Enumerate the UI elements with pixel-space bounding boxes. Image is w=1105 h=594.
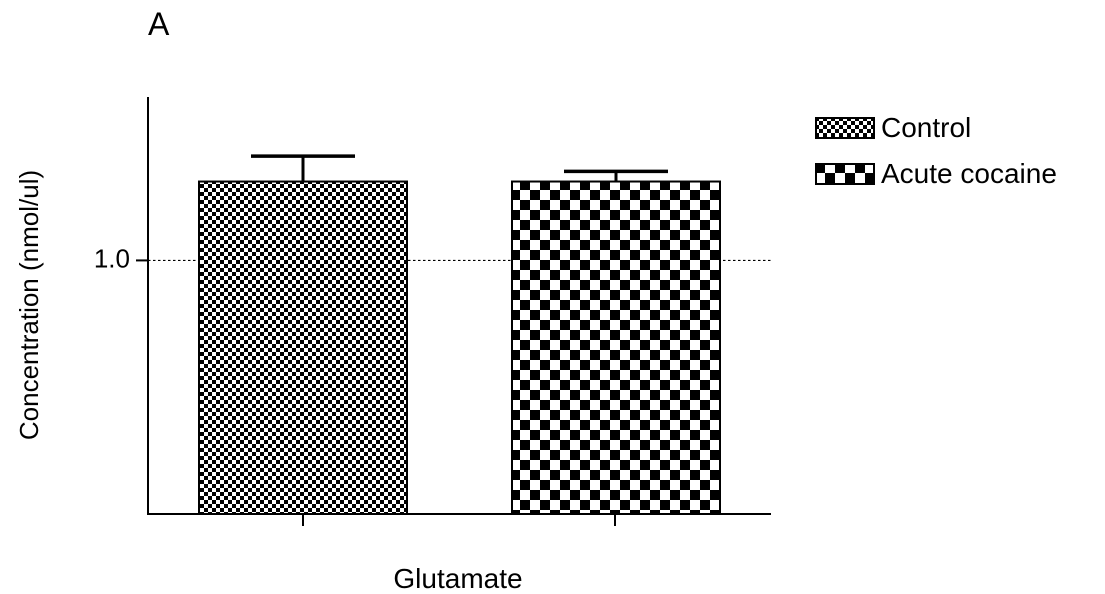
y-axis-label: Concentration (nmol/ul) <box>14 170 44 440</box>
y-tick-label: 1.0 <box>94 243 130 273</box>
x-axis-label: Glutamate <box>393 563 522 594</box>
legend-swatch-control <box>815 117 875 139</box>
legend-item-acute-cocaine: Acute cocaine <box>815 158 1057 190</box>
bar-control <box>198 180 408 515</box>
legend-item-control: Control <box>815 112 971 144</box>
panel-label: A <box>148 6 170 42</box>
legend-label-control: Control <box>881 112 972 143</box>
bar-acute-cocaine <box>511 180 721 515</box>
legend-label-acute-cocaine: Acute cocaine <box>881 158 1057 189</box>
legend-swatch-acute-cocaine <box>815 163 875 185</box>
